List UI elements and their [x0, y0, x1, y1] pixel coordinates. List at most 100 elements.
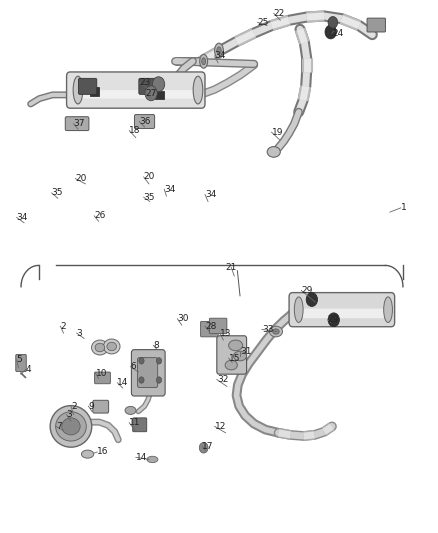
Text: 17: 17: [202, 442, 214, 451]
FancyBboxPatch shape: [367, 18, 385, 32]
FancyBboxPatch shape: [134, 115, 155, 128]
FancyBboxPatch shape: [74, 90, 198, 99]
Text: 31: 31: [240, 348, 251, 356]
Ellipse shape: [233, 351, 247, 361]
Text: 34: 34: [205, 190, 216, 199]
Ellipse shape: [125, 406, 136, 415]
Ellipse shape: [269, 326, 283, 337]
Text: 16: 16: [97, 448, 109, 456]
Text: 35: 35: [52, 189, 63, 197]
FancyBboxPatch shape: [65, 117, 89, 131]
Circle shape: [328, 313, 339, 327]
Text: 8: 8: [153, 341, 159, 350]
FancyBboxPatch shape: [67, 72, 205, 108]
Text: 14: 14: [136, 453, 147, 462]
FancyBboxPatch shape: [133, 418, 147, 432]
Circle shape: [328, 17, 338, 28]
Text: 13: 13: [220, 329, 231, 337]
Text: 3: 3: [77, 329, 82, 337]
FancyBboxPatch shape: [201, 321, 218, 337]
Ellipse shape: [193, 76, 203, 104]
Ellipse shape: [229, 340, 243, 351]
FancyBboxPatch shape: [16, 354, 26, 372]
Text: 10: 10: [95, 369, 107, 377]
Circle shape: [145, 86, 157, 101]
FancyBboxPatch shape: [138, 358, 158, 387]
Text: 21: 21: [226, 263, 237, 272]
Text: 12: 12: [215, 422, 226, 431]
Text: 27: 27: [145, 89, 157, 98]
Ellipse shape: [73, 76, 83, 104]
Text: 24: 24: [332, 29, 343, 37]
Ellipse shape: [200, 54, 208, 68]
Text: 33: 33: [262, 325, 273, 334]
Text: 34: 34: [215, 52, 226, 60]
Text: 36: 36: [139, 117, 151, 126]
Circle shape: [139, 358, 144, 364]
Ellipse shape: [267, 147, 280, 157]
Circle shape: [139, 377, 144, 383]
Text: 19: 19: [272, 128, 283, 136]
FancyBboxPatch shape: [296, 309, 388, 318]
Circle shape: [156, 377, 162, 383]
FancyBboxPatch shape: [217, 336, 247, 374]
Circle shape: [152, 77, 165, 92]
Text: 20: 20: [144, 173, 155, 181]
Text: 29: 29: [301, 286, 313, 295]
Ellipse shape: [294, 297, 303, 322]
Circle shape: [156, 358, 162, 364]
Text: 20: 20: [75, 174, 87, 183]
Ellipse shape: [107, 342, 117, 351]
Text: 22: 22: [274, 9, 285, 18]
Text: 34: 34: [164, 185, 176, 193]
FancyBboxPatch shape: [289, 293, 395, 327]
Ellipse shape: [147, 456, 158, 463]
Circle shape: [199, 442, 208, 453]
Bar: [155, 91, 164, 99]
FancyBboxPatch shape: [209, 318, 227, 334]
Text: 28: 28: [205, 322, 216, 330]
Ellipse shape: [56, 412, 86, 441]
Text: 18: 18: [129, 126, 141, 135]
Ellipse shape: [62, 418, 80, 435]
Text: 6: 6: [131, 362, 136, 371]
Text: 9: 9: [88, 402, 94, 410]
Ellipse shape: [201, 58, 206, 65]
FancyBboxPatch shape: [93, 400, 109, 413]
Text: 30: 30: [177, 314, 189, 323]
Text: 35: 35: [144, 193, 155, 201]
FancyBboxPatch shape: [78, 78, 97, 94]
Text: 15: 15: [229, 354, 240, 362]
Text: 11: 11: [129, 418, 141, 427]
Text: 3: 3: [67, 410, 72, 419]
FancyBboxPatch shape: [139, 78, 157, 94]
Ellipse shape: [217, 47, 221, 54]
Ellipse shape: [103, 339, 120, 354]
Bar: [90, 87, 99, 96]
Text: 5: 5: [17, 356, 22, 364]
Text: 32: 32: [217, 375, 228, 384]
Text: 1: 1: [401, 203, 406, 212]
FancyBboxPatch shape: [95, 372, 110, 384]
Ellipse shape: [215, 43, 223, 58]
Ellipse shape: [81, 450, 94, 458]
Ellipse shape: [225, 360, 237, 370]
Text: 25: 25: [258, 18, 269, 27]
Text: 2: 2: [71, 402, 77, 410]
Ellipse shape: [95, 343, 105, 352]
FancyBboxPatch shape: [131, 350, 165, 396]
Text: 4: 4: [25, 366, 31, 374]
Circle shape: [306, 293, 318, 306]
Ellipse shape: [272, 329, 279, 334]
Ellipse shape: [92, 340, 108, 355]
Text: 14: 14: [117, 378, 129, 387]
Text: 37: 37: [74, 119, 85, 128]
Ellipse shape: [384, 297, 392, 322]
Text: 7: 7: [56, 422, 62, 431]
Text: 23: 23: [139, 78, 151, 87]
Text: 29: 29: [328, 316, 339, 324]
Text: 26: 26: [94, 212, 106, 220]
Ellipse shape: [50, 406, 92, 447]
Text: 2: 2: [60, 322, 66, 330]
Circle shape: [325, 25, 336, 39]
